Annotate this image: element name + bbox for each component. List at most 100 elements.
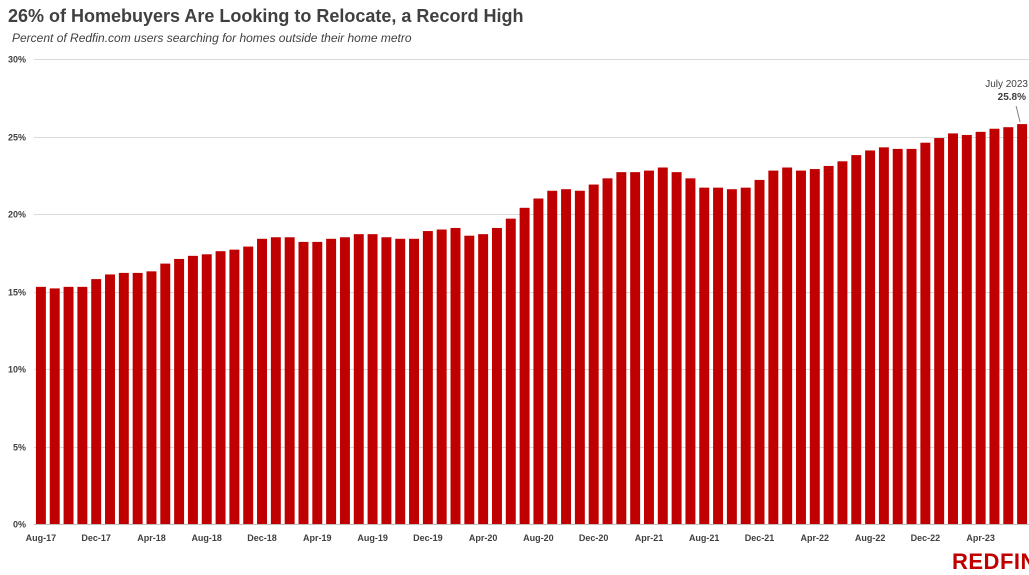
y-tick-label: 5% bbox=[13, 443, 26, 453]
bar bbox=[478, 234, 489, 524]
bar bbox=[118, 272, 129, 524]
bar bbox=[270, 237, 281, 524]
bar bbox=[215, 251, 226, 524]
bar bbox=[533, 198, 544, 524]
bar bbox=[409, 238, 420, 525]
bar bbox=[671, 172, 682, 524]
bar bbox=[561, 189, 572, 524]
bar bbox=[201, 254, 212, 525]
bar bbox=[643, 170, 654, 524]
bar bbox=[49, 288, 60, 524]
bar bbox=[174, 258, 185, 524]
bar bbox=[353, 234, 364, 524]
bar bbox=[63, 286, 74, 524]
x-tick-label: Aug-20 bbox=[523, 533, 554, 543]
bar bbox=[187, 255, 198, 524]
bar bbox=[782, 167, 793, 524]
bar-series bbox=[35, 124, 1028, 525]
annotation-month-label: July 2023 bbox=[985, 79, 1028, 90]
bar bbox=[77, 286, 88, 524]
x-tick-label: Apr-23 bbox=[966, 533, 995, 543]
y-tick-label: 0% bbox=[13, 520, 26, 530]
bar bbox=[464, 235, 475, 524]
annotation-value-label: 25.8% bbox=[998, 92, 1026, 103]
bar bbox=[768, 170, 779, 524]
bar bbox=[699, 187, 710, 524]
y-tick-label: 20% bbox=[8, 210, 26, 220]
bar bbox=[339, 237, 350, 524]
peak-annotation: July 2023 25.8% bbox=[985, 79, 1028, 123]
redfin-logo: REDFIN bbox=[952, 549, 1029, 574]
x-tick-label: Apr-22 bbox=[801, 533, 830, 543]
bar bbox=[505, 218, 516, 524]
x-tick-label: Dec-18 bbox=[247, 533, 277, 543]
x-tick-label: Aug-17 bbox=[26, 533, 57, 543]
x-tick-label: Aug-18 bbox=[191, 533, 222, 543]
bar bbox=[422, 231, 433, 525]
bar bbox=[491, 227, 502, 524]
bar bbox=[865, 150, 876, 524]
bar bbox=[381, 237, 392, 524]
bar bbox=[989, 128, 1000, 524]
bar bbox=[851, 155, 862, 524]
x-tick-label: Dec-20 bbox=[579, 533, 609, 543]
x-tick-label: Apr-19 bbox=[303, 533, 332, 543]
annotation-leader-line bbox=[1015, 105, 1021, 123]
bar bbox=[395, 238, 406, 525]
bar bbox=[934, 138, 945, 525]
bar bbox=[132, 272, 143, 524]
bar bbox=[602, 178, 613, 524]
bar bbox=[1017, 124, 1028, 524]
y-tick-label: 10% bbox=[8, 365, 26, 375]
bar bbox=[657, 167, 668, 524]
bar bbox=[740, 187, 751, 524]
bar bbox=[837, 161, 848, 525]
bar bbox=[892, 148, 903, 524]
bar bbox=[823, 165, 834, 524]
bar bbox=[685, 178, 696, 524]
bar bbox=[160, 263, 171, 524]
y-tick-label: 15% bbox=[8, 288, 26, 298]
bar bbox=[920, 142, 931, 524]
x-tick-label: Aug-19 bbox=[357, 533, 388, 543]
chart-subtitle: Percent of Redfin.com users searching fo… bbox=[12, 31, 412, 45]
bar bbox=[35, 286, 46, 524]
x-tick-label: Dec-21 bbox=[745, 533, 775, 543]
x-tick-label: Apr-18 bbox=[137, 533, 166, 543]
bar bbox=[105, 274, 115, 524]
x-tick-label: Aug-21 bbox=[689, 533, 720, 543]
x-tick-label: Dec-17 bbox=[81, 533, 111, 543]
bar bbox=[906, 148, 917, 524]
y-axis-tick-labels: 0% 5% 10% 15% 20% 25% 30% bbox=[8, 55, 26, 530]
bar bbox=[436, 229, 447, 524]
bar bbox=[630, 172, 641, 524]
bar bbox=[450, 227, 461, 524]
bar bbox=[257, 238, 267, 525]
bar bbox=[754, 179, 765, 524]
x-axis-tick-labels: Aug-17 Dec-17 Apr-18 Aug-18 Dec-18 Apr-19 Aug-… bbox=[26, 533, 995, 543]
bar bbox=[91, 279, 102, 524]
x-tick-label: Dec-22 bbox=[911, 533, 941, 543]
bar bbox=[146, 271, 157, 524]
x-tick-label: Apr-20 bbox=[469, 533, 498, 543]
bar bbox=[298, 241, 309, 524]
bar bbox=[284, 237, 295, 524]
bar bbox=[975, 131, 986, 524]
bar bbox=[326, 238, 337, 525]
bar bbox=[948, 133, 958, 524]
bar bbox=[878, 147, 889, 524]
bar bbox=[367, 234, 378, 524]
bar bbox=[961, 134, 972, 524]
bar bbox=[726, 189, 737, 524]
bar bbox=[588, 184, 599, 525]
bar bbox=[312, 241, 323, 524]
x-tick-label: Aug-22 bbox=[855, 533, 886, 543]
bar bbox=[547, 190, 558, 524]
x-tick-label: Dec-19 bbox=[413, 533, 443, 543]
bar bbox=[809, 169, 820, 525]
x-tick-label: Apr-21 bbox=[635, 533, 664, 543]
bar bbox=[713, 187, 724, 524]
gridlines bbox=[34, 59, 1029, 525]
bar bbox=[519, 207, 530, 525]
